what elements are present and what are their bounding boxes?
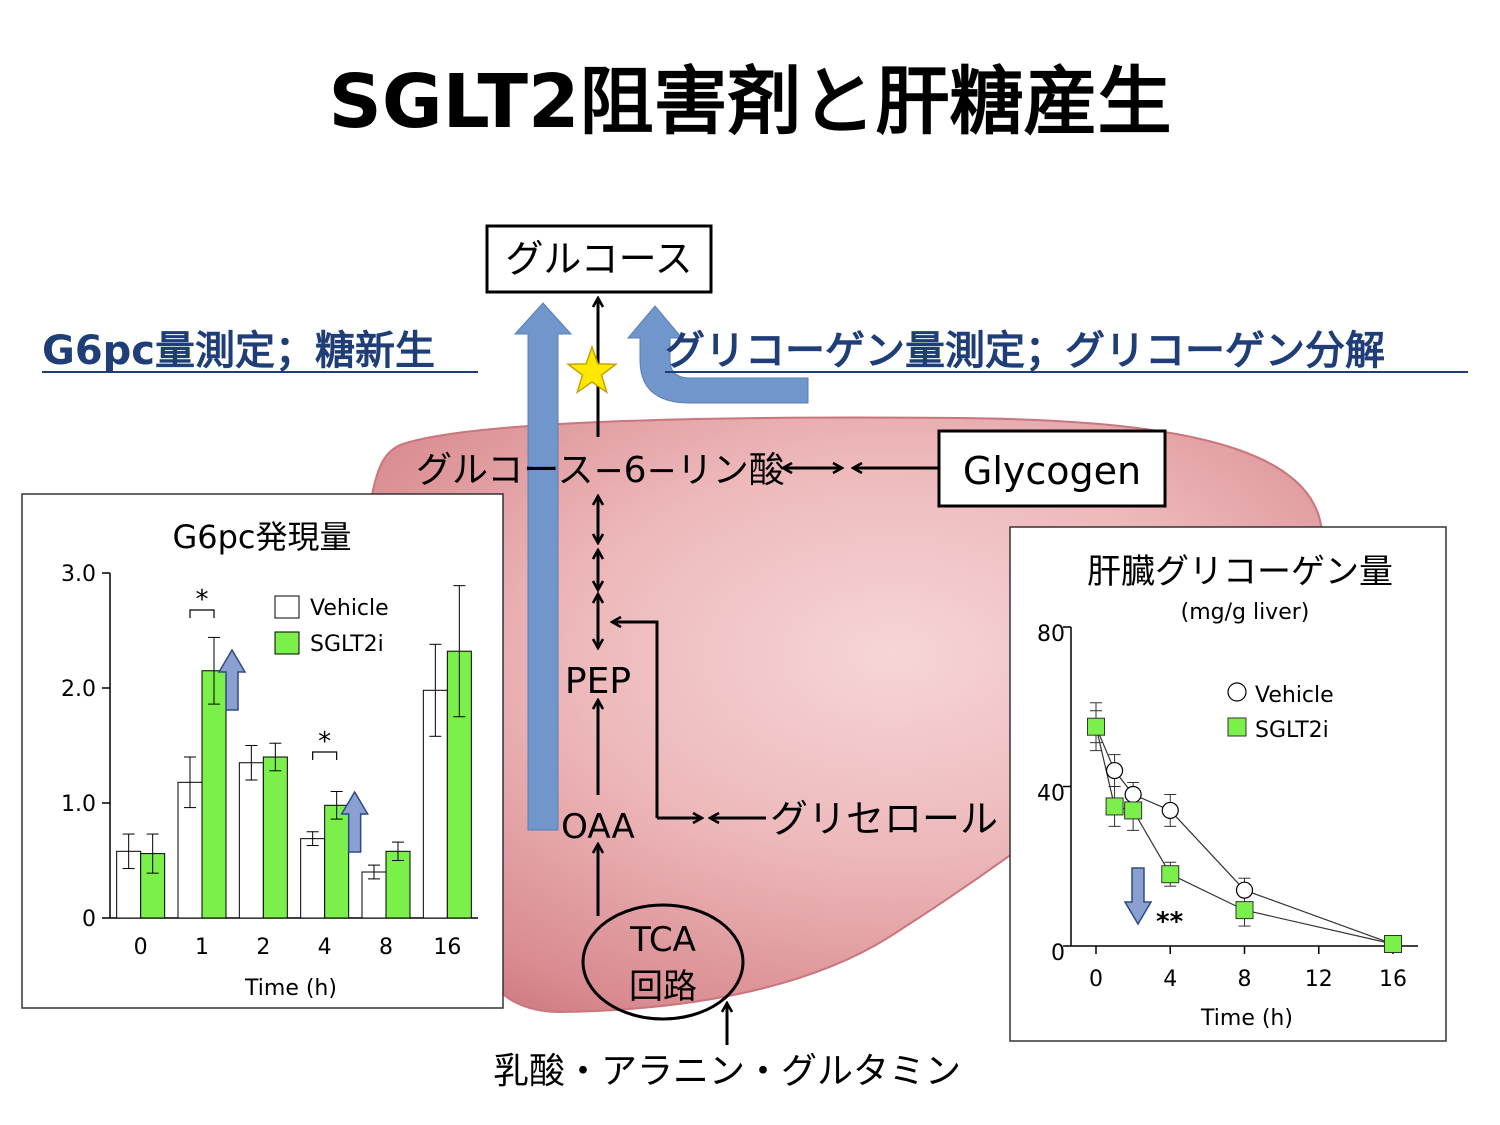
y-tick-label: 80 [1037,622,1065,647]
g6p-label: グルコース−6−リン酸 [416,450,785,491]
down-arrow-icon [1123,867,1153,926]
legend-label-sglt2i: SGLT2i [310,632,384,657]
point-sglt2i [1235,901,1254,920]
glucose-box [485,224,713,294]
legend-label-vehicle: Vehicle [310,596,389,621]
x-tick-label: 8 [379,935,393,960]
substrates-label: 乳酸・アラニン・グルタミン [493,1051,961,1092]
series-line-sglt2i [1095,726,1394,945]
point-sglt2i [1124,801,1143,820]
y-tick-label: 40 [1037,782,1065,807]
point-vehicle [1105,761,1124,780]
legend-label-sglt2i: SGLT2i [1255,718,1329,743]
significance-star: * [196,585,209,615]
significance-bracket [189,609,215,618]
pep-label: PEP [565,661,631,702]
g6pc-bar-chart: 0 1.0 2.0 3.0 0 1 2 4 8 16 * * Vehicle SGLT2i [61,562,478,960]
up-arrow-icon [340,790,369,853]
point-vehicle [1235,881,1254,899]
glycogen-measurement-label: グリコーゲン量測定；グリコーゲン分解 [665,328,1385,374]
point-sglt2i [1087,717,1105,736]
x-tick-label: 8 [1238,967,1252,992]
oaa-label: OAA [561,807,635,847]
glycogen-box [937,429,1167,508]
bar-sglt2i [324,804,350,919]
tca-cycle-ellipse [581,903,745,1021]
x-tick-label: 2 [256,935,270,960]
bar-sglt2i [201,670,227,919]
glycerol-label: グリセロール [770,797,998,841]
x-tick-label: 4 [318,935,332,960]
slide-title: SGLT2阻害剤と肝糖産生 [329,59,1172,145]
point-vehicle [1161,801,1179,820]
legend-label-vehicle: Vehicle [1255,683,1334,708]
legend-marker-sglt2i [1227,717,1247,737]
x-tick-label: 12 [1305,967,1333,992]
g6pc-measurement-label: G6pc量測定；糖新生 [42,328,435,374]
x-tick-label: 4 [1163,967,1177,992]
g6pc-chart-title: G6pc発現量 [172,518,351,556]
legend-marker-vehicle [1227,682,1247,702]
bar-vehicle [238,762,264,919]
glycogen-chart-subtitle: (mg/g liver) [1181,600,1310,625]
point-sglt2i [1105,797,1124,816]
star-icon [566,344,618,395]
bar-vehicle [300,838,326,919]
x-tick-label: 1 [195,935,209,960]
g6pc-chart-xlabel: Time (h) [244,976,337,1001]
glycogenolysis-blue-arrow [626,305,809,404]
point-vehicle [1124,785,1142,804]
up-arrow-icon [217,648,247,711]
point-sglt2i [1384,935,1402,954]
tca-label-line2: 回路 [629,967,697,1007]
x-tick-label: 0 [1089,967,1103,992]
glycogen-chart-xlabel: Time (h) [1200,1006,1293,1031]
glycerol-to-triose-arrow [612,622,659,818]
y-tick-label: 3.0 [61,562,96,587]
point-sglt2i [1161,865,1180,884]
significance-annotation: ** [1156,907,1184,937]
x-tick-label: 0 [134,935,148,960]
y-tick-label: 0 [1051,941,1065,966]
significance-star: * [318,727,331,757]
bar-sglt2i [385,850,411,919]
g6pc-chart-panel: G6pc発現量 0 1.0 2.0 3.0 0 1 2 4 8 16 * * Vehicle SGLT2i… [21,493,504,1009]
legend-swatch-sglt2i [274,631,300,655]
gluconeogenesis-blue-arrow [513,302,573,831]
x-tick-label: 16 [1379,967,1407,992]
y-tick-label: 2.0 [61,677,96,702]
glycogen-chart-frame [1009,526,1447,1042]
legend-swatch-vehicle [274,595,300,619]
glycogen-chart-panel: 肝臓グリコーゲン量 (mg/g liver) 0 40 80 0 4 8 12 16 ** Veh… [1009,526,1447,1042]
x-tick-label: 16 [433,935,461,960]
glycogen-chart-title: 肝臓グリコーゲン量 [1087,552,1393,592]
glycogen-line-chart: 0 40 80 0 4 8 12 16 ** Vehicle SGLT2i [1037,622,1418,992]
tca-label-line1: TCA [629,920,696,960]
significance-bracket [312,751,338,760]
y-tick-label: 1.0 [61,792,96,817]
glycogen-label: Glycogen [963,449,1141,493]
bar-sglt2i [262,756,288,919]
glucose-label: グルコース [505,237,692,281]
y-tick-label: 0 [82,907,96,932]
